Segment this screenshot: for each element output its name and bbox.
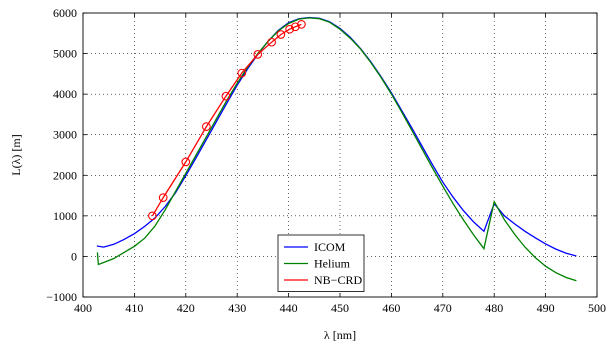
data-point-marker	[148, 211, 157, 221]
legend: ICOM Helium NB−CRD	[277, 234, 365, 292]
y-tick-label: 4000	[53, 87, 77, 101]
y-tick-label: 0	[71, 249, 77, 263]
y-axis-label: L(λ) [m]	[9, 134, 23, 175]
y-tick-label: 2000	[53, 168, 77, 182]
y-tick-label: 3000	[53, 128, 77, 142]
x-tick-label: 410	[125, 301, 143, 315]
data-point-marker	[290, 22, 300, 32]
axes: 400 410 420 430 440 450 460 470 480 490 500 −1000 0 1…	[46, 6, 606, 315]
x-tick-label: 420	[177, 301, 195, 315]
data-point-marker	[253, 50, 263, 59]
data-point-marker	[297, 20, 306, 29]
x-tick-label: 400	[74, 301, 92, 315]
x-tick-label: 470	[434, 301, 452, 315]
y-tick-label: 6000	[53, 6, 77, 20]
x-tick-label: 490	[537, 301, 555, 315]
x-tick-label: 440	[280, 301, 298, 315]
x-tick-label: 430	[228, 301, 246, 315]
data-point-marker	[267, 37, 276, 47]
legend-label: NB−CRD	[314, 273, 362, 287]
data-point-marker	[158, 193, 168, 202]
x-tick-label: 480	[485, 301, 503, 315]
series-line-2	[151, 23, 302, 217]
series-line-1	[96, 17, 577, 282]
y-tick-label: 1000	[53, 209, 77, 223]
data-point-marker	[221, 91, 231, 101]
legend-label: ICOM	[314, 240, 346, 254]
plot-frame	[82, 12, 598, 298]
x-tick-label: 500	[588, 301, 606, 315]
data-point-marker	[285, 24, 294, 34]
x-tick-label: 450	[331, 301, 349, 315]
data-point-marker	[237, 68, 247, 78]
legend-label: Helium	[314, 257, 351, 271]
markers-layer	[148, 20, 306, 221]
series-layer	[96, 16, 577, 282]
y-tick-label: −1000	[46, 290, 77, 304]
data-point-marker	[181, 157, 191, 167]
data-point-marker	[276, 30, 286, 39]
x-axis-label: λ [nm]	[324, 328, 356, 342]
x-tick-label: 460	[382, 301, 400, 315]
y-tick-label: 5000	[53, 47, 77, 61]
data-point-marker	[202, 122, 211, 131]
